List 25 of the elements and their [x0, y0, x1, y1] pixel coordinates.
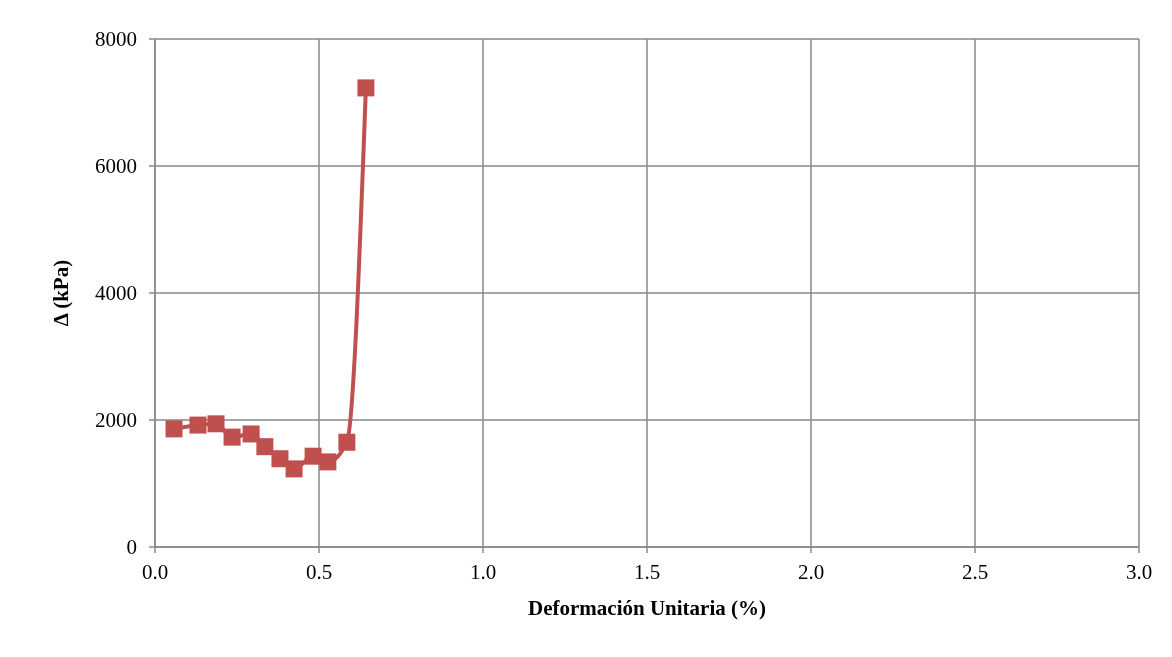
- x-axis-title: Deformación Unitaria (%): [528, 596, 766, 620]
- point: [285, 460, 303, 478]
- x-tick-label: 1.0: [469, 560, 497, 584]
- x-tick-label: 2.0: [797, 560, 825, 584]
- y-tick-label: 2000: [95, 408, 137, 432]
- point: [319, 453, 337, 471]
- point: [165, 420, 183, 438]
- x-tick-label: 1.5: [633, 560, 661, 584]
- point: [271, 450, 289, 468]
- x-tick-label: 0.5: [305, 560, 333, 584]
- point: [223, 428, 241, 446]
- y-axis-title: Δ (kPa): [49, 259, 73, 327]
- point: [242, 425, 260, 443]
- x-tick-label: 2.5: [961, 560, 989, 584]
- point: [256, 438, 274, 456]
- point: [357, 79, 375, 97]
- y-tick-label: 4000: [95, 281, 137, 305]
- y-tick-label: 6000: [95, 154, 137, 178]
- x-tick-label: 3.0: [1125, 560, 1153, 584]
- point: [338, 433, 356, 451]
- point: [189, 416, 207, 434]
- y-tick-label: 0: [126, 535, 137, 559]
- point: [207, 415, 225, 433]
- y-tick-label: 8000: [95, 27, 137, 51]
- x-tick-label: 0.0: [141, 560, 169, 584]
